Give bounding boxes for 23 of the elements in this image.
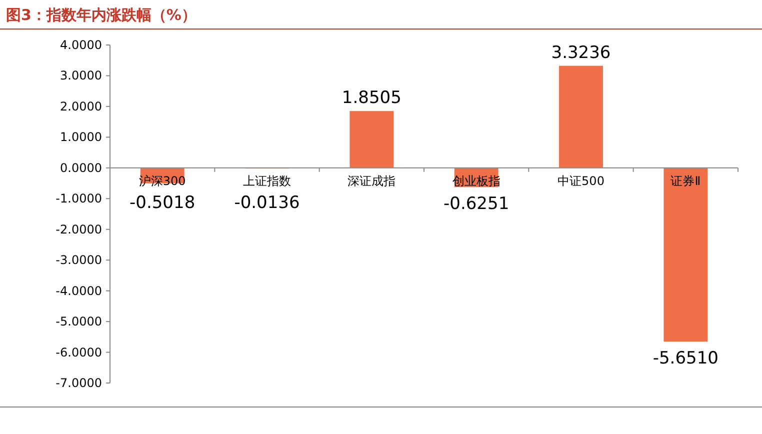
data-label: -0.5018 [130, 192, 196, 213]
y-tick-label: 4.0000 [60, 38, 102, 52]
data-label: -5.6510 [652, 348, 718, 369]
data-label: 1.8505 [342, 88, 402, 108]
y-tick-label: -1.0000 [56, 192, 102, 206]
data-label: 3.3236 [551, 42, 611, 63]
x-tick-label: 深证成指 [348, 174, 396, 188]
data-label: -0.0136 [234, 192, 300, 213]
y-tick-label: -3.0000 [56, 253, 102, 268]
y-tick-label: -7.0000 [56, 376, 102, 390]
x-tick-label: 证券Ⅱ [670, 174, 701, 188]
y-tick-label: -5.0000 [56, 314, 102, 329]
y-tick-label: 1.0000 [60, 130, 102, 144]
y-tick-label: 2.0000 [60, 99, 102, 114]
y-tick-label: 0.0000 [60, 160, 102, 175]
x-tick-label: 上证指数 [243, 174, 291, 188]
y-tick-label: -4.0000 [56, 284, 102, 298]
x-tick-label: 中证500 [558, 174, 604, 188]
y-tick-label: -2.0000 [56, 222, 102, 236]
data-label: -0.6251 [444, 194, 510, 214]
y-tick-label: 3.0000 [60, 68, 102, 83]
y-tick-label: -6.0000 [56, 345, 102, 360]
chart-title: 图3：指数年内涨跌幅（%） [6, 6, 196, 24]
